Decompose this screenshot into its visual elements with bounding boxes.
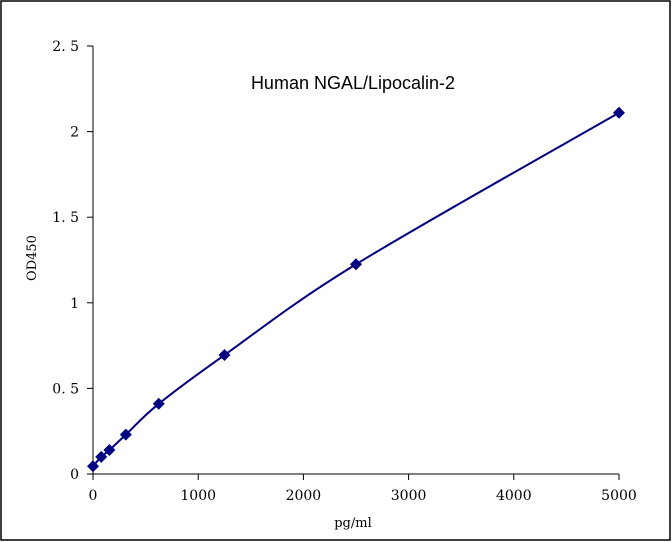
x-ticks: 0 1000 2000 3000 4000 5000 xyxy=(89,474,637,504)
series-markers xyxy=(87,106,625,473)
x-tick-label: 4000 xyxy=(496,488,532,504)
y-ticks: 0 0. 5 1 1. 5 2 2. 5 xyxy=(52,39,93,483)
y-tick-label: 2. 5 xyxy=(52,39,79,55)
data-point xyxy=(119,428,132,441)
data-point xyxy=(95,450,108,463)
y-tick-label: 1. 5 xyxy=(52,210,79,226)
data-point xyxy=(613,106,625,119)
x-axis-title: pg/ml xyxy=(334,516,372,531)
y-tick-label: 0 xyxy=(70,467,79,483)
data-point xyxy=(87,460,99,473)
data-point xyxy=(218,349,231,362)
y-tick-label: 0. 5 xyxy=(52,381,79,397)
y-tick-label: 1 xyxy=(70,296,79,312)
data-point xyxy=(152,397,165,410)
y-tick-label: 2 xyxy=(70,125,79,141)
data-point xyxy=(103,444,116,457)
chart-title: Human NGAL/Lipocalin-2 xyxy=(251,73,455,93)
y-axis-title: OD450 xyxy=(25,235,40,281)
x-tick-label: 3000 xyxy=(391,488,427,504)
data-point xyxy=(350,258,362,271)
x-tick-label: 2000 xyxy=(286,488,322,504)
x-tick-label: 1000 xyxy=(180,488,216,504)
x-tick-label: 5000 xyxy=(601,488,637,504)
x-tick-label: 0 xyxy=(89,488,98,504)
